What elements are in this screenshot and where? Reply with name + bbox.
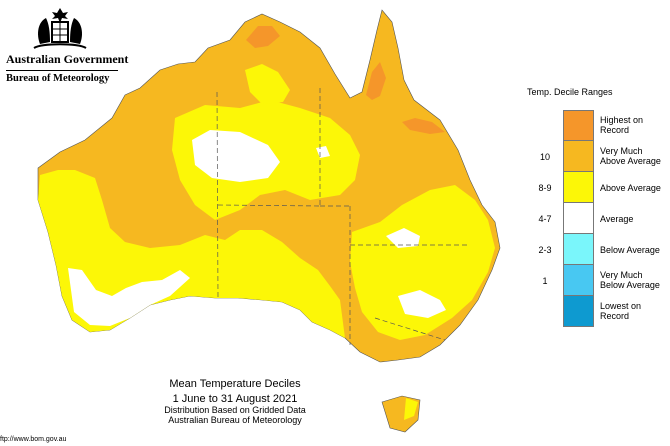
- legend-label: Very Much Below Average: [600, 270, 660, 290]
- legend-label: Below Average: [600, 245, 660, 255]
- bureau-name: Bureau of Meteorology: [6, 73, 110, 84]
- legend-swatch-average: [563, 203, 594, 234]
- legend-swatch-highest: [563, 110, 594, 141]
- legend-row-highest: Highest on Record: [532, 110, 670, 141]
- legend-label: Average: [600, 214, 634, 224]
- map-caption-line2: Australian Bureau of Meteorology: [168, 415, 302, 425]
- logo-divider: [6, 70, 118, 71]
- average-nsw: [398, 290, 446, 318]
- average-qld: [386, 228, 420, 248]
- legend-range: 1: [542, 276, 548, 286]
- legend-swatch-very-much-above: [563, 141, 594, 172]
- legend-row-lowest: Lowest on Record: [532, 296, 670, 327]
- legend-label: Highest on Record: [600, 115, 644, 135]
- map-caption-line1: Distribution Based on Gridded Data: [164, 405, 306, 415]
- legend-range: 10: [539, 152, 550, 162]
- legend: Highest on Record 10 Very Much Above Avera…: [532, 110, 670, 327]
- highest-record-top-end: [246, 26, 280, 48]
- map-period: 1 June to 31 August 2021: [172, 393, 298, 405]
- legend-row-above: 8-9 Above Average: [532, 172, 670, 203]
- government-logo: Australian Government Bureau of Meteorol…: [6, 6, 129, 84]
- legend-row-very-much-above: 10 Very Much Above Average: [532, 141, 670, 172]
- highest-record-cape: [366, 62, 386, 100]
- legend-range: 2-3: [538, 245, 552, 255]
- tasmania-yellow: [404, 398, 418, 420]
- average-central: [192, 130, 280, 182]
- legend-row-very-much-below: 1 Very Much Below Average: [532, 265, 670, 296]
- highest-record-qld: [402, 118, 445, 134]
- source-url: ftp://www.bom.gov.au: [0, 436, 67, 443]
- legend-swatch-very-much-below: [563, 265, 594, 296]
- government-name: Australian Government: [6, 52, 129, 66]
- legend-label: Lowest on Record: [600, 301, 642, 321]
- legend-swatch-above: [563, 172, 594, 203]
- map-caption: Mean Temperature Deciles 1 June to 31 Au…: [95, 378, 375, 425]
- legend-title: Temp. Decile Ranges: [527, 87, 613, 97]
- legend-label: Above Average: [600, 183, 661, 193]
- average-sw: [68, 268, 190, 326]
- map-title: Mean Temperature Deciles: [169, 378, 301, 390]
- above-average-east: [350, 185, 495, 340]
- legend-range: 4-7: [538, 214, 552, 224]
- legend-row-below: 2-3 Below Average: [532, 234, 670, 265]
- legend-swatch-lowest: [563, 296, 594, 327]
- legend-range: 8-9: [538, 183, 552, 193]
- coat-of-arms-icon: [33, 8, 87, 49]
- legend-row-average: 4-7 Average: [532, 203, 670, 234]
- state-borders: [216, 88, 470, 345]
- average-small: [316, 146, 330, 158]
- legend-swatch-below: [563, 234, 594, 265]
- above-average-north: [245, 64, 290, 104]
- legend-label: Very Much Above Average: [600, 146, 661, 166]
